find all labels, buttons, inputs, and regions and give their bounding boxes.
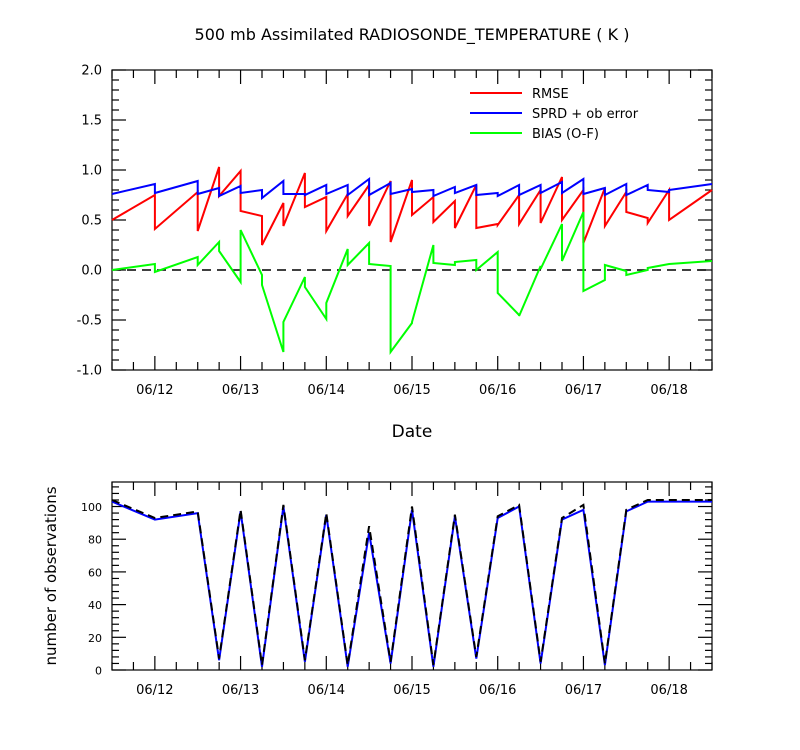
- y-tick-label: -0.5: [77, 314, 102, 329]
- y-tick-label: 60: [88, 566, 102, 579]
- y-tick-label: -1.0: [77, 364, 102, 379]
- y-tick-label: 20: [88, 632, 102, 645]
- x-tick-label: 06/15: [393, 683, 430, 698]
- x-tick-label: 06/16: [479, 383, 516, 398]
- series-line-series-1: [111, 499, 712, 666]
- x-tick-label: 06/17: [565, 383, 602, 398]
- series-line-sprd-ob-error: [111, 177, 713, 201]
- x-tick-label: 06/13: [222, 683, 259, 698]
- top-chart: 06/12 06/13 06/14 06/15 06/16 06/17 06/18 -1.0 -…: [77, 25, 713, 442]
- x-tick-label: 06/13: [222, 383, 259, 398]
- x-tick-label: 06/12: [136, 383, 173, 398]
- legend-entry: RMSE: [532, 87, 569, 102]
- y-tick-label: 0.5: [81, 214, 102, 229]
- x-tick-label: 06/12: [136, 683, 173, 698]
- x-axis-label: Date: [392, 422, 433, 442]
- x-tick-label: 06/14: [308, 683, 345, 698]
- y-tick-label: 80: [88, 534, 102, 547]
- x-tick-label: 06/15: [393, 383, 430, 398]
- y-tick-label: 0.0: [81, 264, 102, 279]
- legend-entry: SPRD + ob error: [532, 107, 639, 122]
- y-tick-label: 100: [81, 501, 102, 514]
- y-tick-label: 1.5: [81, 114, 102, 129]
- legend-entry: BIAS (O-F): [532, 127, 599, 142]
- y-tick-label: 40: [88, 599, 102, 612]
- y-axis-label: number of observations: [42, 486, 60, 665]
- bottom-chart: 06/12 06/13 06/14 06/15 06/16 06/17 06/18 0 20 40…: [42, 481, 713, 698]
- y-tick-label: 2.0: [81, 64, 102, 79]
- x-tick-label: 06/17: [565, 683, 602, 698]
- series-line-bias-o-f: [111, 211, 713, 356]
- x-tick-label: 06/18: [650, 683, 687, 698]
- y-tick-label: 1.0: [81, 164, 102, 179]
- series-line-rmse: [111, 166, 713, 246]
- x-tick-label: 06/18: [650, 383, 687, 398]
- x-tick-label: 06/16: [479, 683, 516, 698]
- y-tick-label: 0: [95, 665, 102, 678]
- chart-title: 500 mb Assimilated RADIOSONDE_TEMPERATUR…: [195, 25, 630, 45]
- x-tick-label: 06/14: [308, 383, 345, 398]
- series-line-series-0: [111, 500, 712, 667]
